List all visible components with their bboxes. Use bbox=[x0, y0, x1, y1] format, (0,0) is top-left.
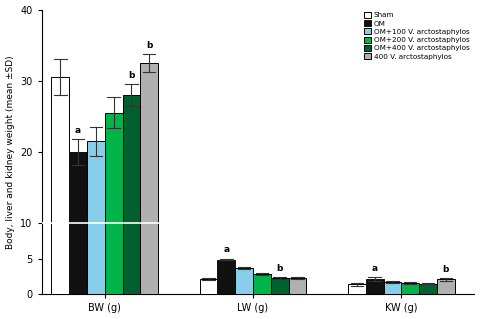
Bar bbox=[401, 283, 419, 294]
Y-axis label: Body, liver and kidney weight (mean ±SD): Body, liver and kidney weight (mean ±SD) bbox=[6, 55, 14, 249]
Bar bbox=[140, 63, 158, 294]
Text: b: b bbox=[128, 71, 135, 80]
Text: b: b bbox=[443, 265, 449, 274]
Bar bbox=[51, 77, 69, 294]
Text: a: a bbox=[372, 264, 378, 273]
Text: a: a bbox=[75, 126, 81, 135]
Bar bbox=[366, 279, 384, 294]
Bar bbox=[105, 113, 122, 294]
Bar bbox=[69, 152, 87, 294]
Bar bbox=[200, 279, 217, 294]
Bar bbox=[437, 279, 455, 294]
Text: b: b bbox=[276, 264, 283, 273]
Bar bbox=[419, 284, 437, 294]
Bar bbox=[271, 278, 288, 294]
Legend: Sham, OM, OM+100 V. arctostaphylos, OM+200 V. arctostaphylos, OM+400 V. arctosta: Sham, OM, OM+100 V. arctostaphylos, OM+2… bbox=[362, 10, 471, 61]
Bar bbox=[253, 274, 271, 294]
Bar bbox=[288, 278, 306, 294]
Bar bbox=[87, 141, 105, 294]
Bar bbox=[217, 260, 235, 294]
Bar bbox=[235, 268, 253, 294]
Text: a: a bbox=[223, 245, 229, 254]
Bar bbox=[384, 282, 401, 294]
Text: b: b bbox=[146, 41, 153, 50]
Bar bbox=[348, 285, 366, 294]
Bar bbox=[122, 95, 140, 294]
